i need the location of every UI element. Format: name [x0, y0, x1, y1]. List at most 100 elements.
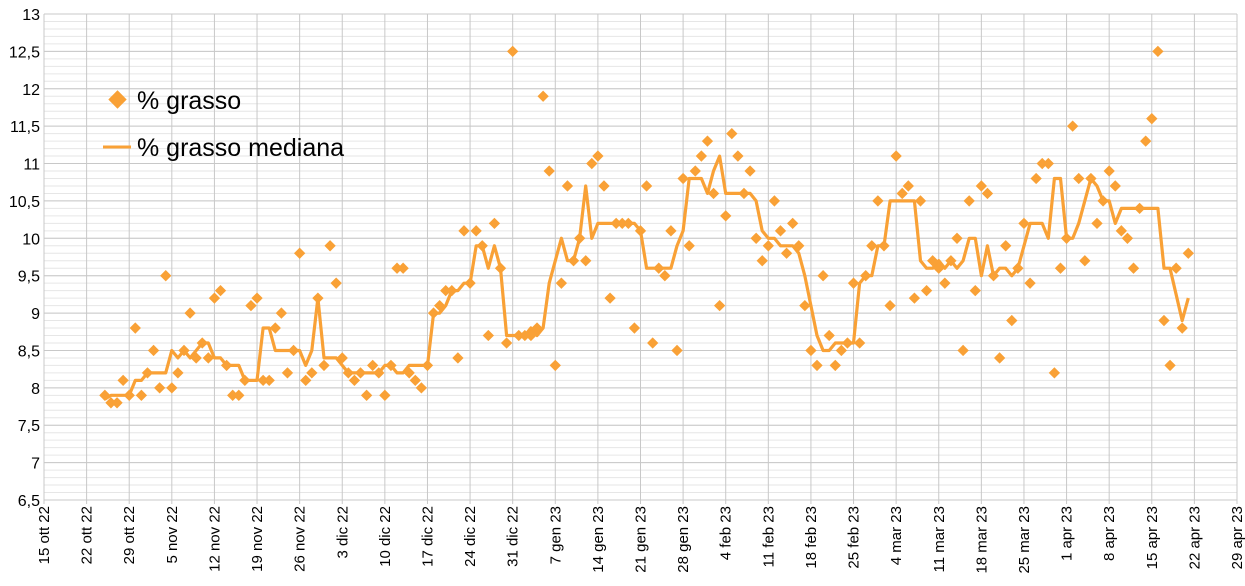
data-point — [987, 270, 1000, 282]
data-point — [890, 150, 902, 162]
median-line-series — [104, 154, 1190, 401]
data-point — [780, 247, 793, 259]
data-point — [774, 225, 787, 237]
x-tick-label: 21 gen 23 — [633, 506, 650, 573]
data-point — [470, 225, 482, 237]
data-point — [537, 90, 549, 102]
y-tick-label: 7,5 — [18, 418, 40, 435]
data-point — [543, 165, 555, 177]
data-point — [275, 307, 288, 319]
median-line — [104, 154, 1190, 401]
data-point — [324, 240, 336, 252]
data-point — [653, 262, 665, 274]
data-point — [500, 337, 513, 349]
y-tick-label: 12 — [22, 82, 40, 99]
data-point — [464, 277, 476, 289]
x-tick-label: 15 ott 22 — [36, 506, 53, 564]
y-tick-label: 13 — [22, 7, 40, 24]
data-point — [269, 322, 281, 334]
data-point — [610, 217, 622, 230]
data-point — [969, 284, 981, 297]
x-tick-label: 24 dic 22 — [462, 506, 479, 567]
y-tick-label: 10,5 — [9, 194, 40, 211]
data-point — [360, 389, 373, 401]
data-point — [1091, 217, 1103, 230]
data-point — [756, 255, 768, 267]
data-point — [135, 389, 148, 401]
data-point — [573, 232, 586, 244]
data-point — [306, 367, 318, 379]
data-point — [1006, 314, 1018, 327]
data-point — [1018, 217, 1030, 230]
data-point — [1030, 172, 1042, 185]
data-point — [750, 232, 762, 244]
x-tick-label: 3 dic 22 — [334, 506, 351, 559]
data-point — [561, 180, 574, 192]
data-point — [1176, 322, 1188, 334]
y-tick-label: 6,5 — [18, 493, 40, 510]
data-point — [793, 240, 805, 252]
data-point — [647, 337, 659, 349]
data-point — [202, 352, 214, 364]
data-point — [336, 352, 348, 364]
data-point — [184, 307, 196, 319]
data-point — [738, 187, 750, 200]
data-point — [1133, 202, 1146, 215]
data-point — [367, 359, 379, 372]
x-tick-label: 10 dic 22 — [377, 506, 394, 567]
x-tick-label: 4 mar 23 — [888, 506, 905, 565]
x-tick-label: 18 mar 23 — [973, 506, 990, 574]
data-point — [665, 225, 677, 237]
x-tick-label: 4 feb 23 — [718, 506, 735, 560]
data-point — [817, 270, 829, 282]
data-point — [1024, 277, 1036, 289]
data-point — [835, 344, 848, 357]
data-point — [829, 359, 841, 372]
data-point — [385, 359, 397, 372]
data-point — [111, 397, 123, 409]
y-tick-label: 11 — [23, 157, 40, 174]
data-point — [531, 322, 543, 334]
data-point — [957, 344, 969, 357]
data-point — [1042, 157, 1054, 170]
data-point — [513, 329, 525, 342]
data-point — [604, 292, 616, 304]
x-tick-label: 22 apr 23 — [1186, 506, 1203, 569]
data-point — [348, 374, 361, 387]
data-point — [153, 382, 166, 394]
data-point — [342, 367, 354, 379]
y-tick-label: 8,5 — [18, 343, 40, 360]
data-point — [433, 299, 446, 312]
scatter-points-series — [99, 45, 1194, 409]
data-point — [701, 135, 714, 147]
data-point — [555, 277, 568, 289]
data-point — [586, 157, 598, 170]
data-point — [1158, 314, 1170, 327]
data-point — [1073, 172, 1085, 185]
data-point — [720, 210, 732, 222]
data-point — [129, 322, 141, 334]
data-point — [482, 329, 494, 342]
x-tick-label: 31 dic 22 — [505, 506, 522, 567]
data-point — [787, 217, 799, 230]
data-point — [567, 255, 580, 267]
data-point — [659, 270, 671, 282]
data-point — [884, 299, 896, 312]
data-point — [488, 217, 501, 230]
data-point — [190, 352, 202, 364]
data-point — [208, 292, 221, 304]
data-point — [141, 367, 154, 379]
data-point — [427, 307, 440, 319]
data-point — [598, 180, 610, 192]
data-point — [811, 359, 823, 372]
data-point — [123, 389, 135, 401]
data-point — [415, 382, 428, 394]
data-point — [1048, 367, 1061, 379]
y-tick-label: 11,5 — [10, 119, 40, 136]
data-point — [927, 255, 939, 267]
data-point — [178, 344, 190, 357]
data-point — [214, 284, 227, 297]
data-point — [318, 359, 330, 372]
data-point — [993, 352, 1006, 364]
